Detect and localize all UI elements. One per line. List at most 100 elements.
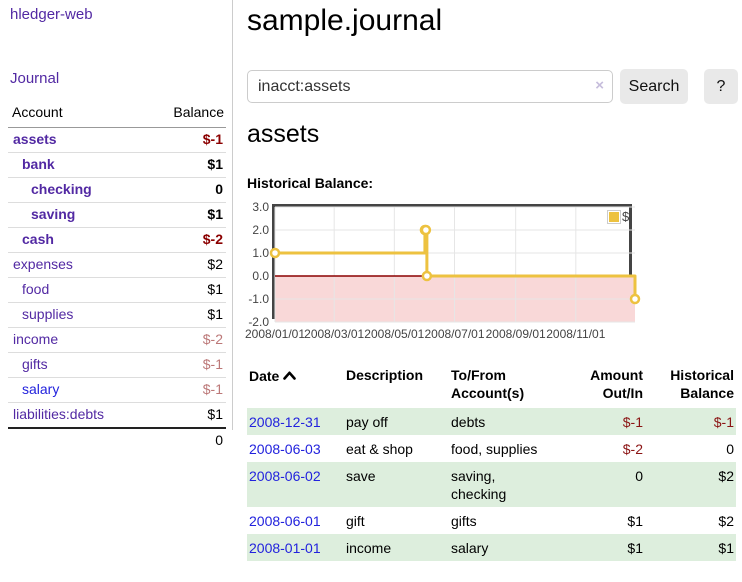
account-row: expenses $2 (8, 252, 226, 278)
account-link-expenses[interactable]: expenses (13, 256, 73, 272)
transaction-description: gift (346, 513, 365, 529)
x-axis-tick-label: 2008/11/01 (546, 327, 606, 341)
transaction-balance: $2 (718, 513, 734, 529)
account-balance: $1 (146, 302, 226, 328)
help-button[interactable]: ? (704, 69, 738, 104)
account-link-supplies[interactable]: supplies (22, 306, 74, 322)
account-link-liabilities-debts[interactable]: liabilities:debts (13, 406, 105, 422)
account-balance: $-1 (146, 352, 226, 378)
account-link-cash[interactable]: cash (22, 231, 54, 247)
transaction-row: 2008-12-31 pay off debts $-1 $-1 (247, 408, 736, 435)
x-axis-tick-label: 2008/05/01 (364, 327, 425, 341)
legend-label: $ (622, 209, 630, 224)
transaction-date-link[interactable]: 2008-06-03 (249, 441, 321, 457)
y-axis-tick-label: 0.0 (252, 269, 269, 283)
account-row: food $1 (8, 277, 226, 303)
search-form: × Search ? (247, 69, 738, 104)
accounts-balance-table: Account Balance assets $-1 bank $1 check… (8, 100, 226, 453)
account-balance: $1 (146, 152, 226, 178)
account-row: assets $-1 (8, 127, 226, 153)
legend-colorbox-icon (607, 209, 621, 224)
transaction-date-link[interactable]: 2008-06-02 (249, 468, 321, 484)
chart-title: Historical Balance: (247, 175, 374, 191)
accounts-column-header: To/From Account(s) (451, 367, 525, 401)
account-row: checking 0 (8, 177, 226, 203)
account-row: cash $-2 (8, 227, 226, 253)
account-link-checking[interactable]: checking (31, 181, 92, 197)
transaction-balance: 0 (726, 441, 734, 457)
account-balance: $1 (146, 277, 226, 303)
accounts-table-header: Account Balance (8, 100, 226, 128)
account-heading: assets (247, 120, 320, 148)
balance-column-header: Balance (146, 100, 226, 128)
x-axis-tick-label: 2008/01/01 (244, 327, 306, 341)
sidebar-nav: Journal (10, 70, 59, 87)
account-row: gifts $-1 (8, 352, 226, 378)
transaction-date-link[interactable]: 2008-12-31 (249, 414, 321, 430)
search-button[interactable]: Search (620, 69, 688, 104)
y-axis-tick-label: 3.0 (252, 200, 269, 214)
account-balance: 0 (146, 177, 226, 203)
y-axis-tick-label: 2.0 (252, 223, 269, 237)
nav-journal-link[interactable]: Journal (10, 70, 60, 87)
account-balance: $-2 (146, 327, 226, 353)
account-link-gifts[interactable]: gifts (22, 356, 48, 372)
page-title: sample.journal (247, 4, 443, 37)
transaction-amount: $-2 (622, 441, 643, 457)
search-box: × (247, 70, 613, 103)
search-input[interactable] (247, 70, 613, 103)
description-column-header: Description (346, 367, 424, 383)
chart-plot-area[interactable] (269, 204, 641, 323)
account-link-assets[interactable]: assets (13, 131, 57, 147)
transaction-amount: $1 (627, 540, 643, 556)
transaction-amount: $-1 (622, 414, 643, 430)
account-row: bank $1 (8, 152, 226, 178)
transaction-date-link[interactable]: 2008-01-01 (249, 540, 321, 556)
account-column-header: Account (8, 100, 147, 128)
clear-search-icon[interactable]: × (595, 77, 604, 94)
transaction-balance: $1 (718, 540, 734, 556)
sidebar: hledger-web Journal Account Balance asse… (0, 0, 232, 582)
transaction-accounts: salary (451, 540, 489, 556)
transaction-accounts: gifts (451, 513, 477, 529)
transaction-description: income (346, 540, 392, 556)
chart-legend: $ (607, 209, 629, 224)
transaction-accounts: saving, checking (451, 468, 507, 502)
sort-ascending-icon (283, 366, 297, 384)
accounts-total-row: 0 (8, 428, 226, 453)
y-axis-tick-label: -2.0 (248, 315, 269, 329)
account-link-saving[interactable]: saving (31, 206, 76, 222)
balance-column-header: Historical Balance (670, 367, 734, 401)
transaction-row: 2008-06-01 gift gifts $1 $2 (247, 507, 736, 534)
transaction-row: 2008-06-02 save saving, checking 0 $2 (247, 462, 736, 507)
transaction-amount: $1 (627, 513, 643, 529)
sidebar-divider (232, 0, 233, 430)
account-row: supplies $1 (8, 302, 226, 328)
y-axis-tick-label: -1.0 (248, 292, 269, 306)
account-row: saving $1 (8, 202, 226, 228)
account-balance: $-1 (146, 127, 226, 153)
x-axis-tick-label: 2008/07/01 (424, 327, 485, 341)
account-row: income $-2 (8, 327, 226, 353)
transaction-date-link[interactable]: 2008-06-01 (249, 513, 321, 529)
transaction-balance: $-1 (713, 414, 734, 430)
x-axis-tick-label: 2008/09/01 (485, 327, 546, 341)
amount-column-header: Amount Out/In (590, 367, 643, 401)
y-axis-tick-label: 1.0 (252, 246, 269, 260)
app-brand-link[interactable]: hledger-web (10, 6, 93, 23)
transaction-accounts: debts (451, 414, 486, 430)
account-link-bank[interactable]: bank (22, 156, 55, 172)
account-balance: $-1 (146, 377, 226, 403)
date-column-header[interactable]: Date (247, 363, 344, 408)
account-link-food[interactable]: food (22, 281, 50, 297)
historical-balance-chart[interactable]: $ 3.0 2.0 1.0 0.0 -1.0 -2.0 2008/01/01 2008/03/… (245, 198, 667, 348)
transaction-amount: 0 (635, 468, 643, 484)
transaction-balance: $2 (718, 468, 734, 484)
account-balance: $2 (146, 252, 226, 278)
transaction-row: 2008-06-03 eat & shop food, supplies $-2… (247, 435, 736, 462)
account-balance: $1 (146, 202, 226, 228)
accounts-total-balance: 0 (215, 432, 223, 448)
account-link-salary[interactable]: salary (22, 381, 60, 397)
account-row: salary $-1 (8, 377, 226, 403)
account-link-income[interactable]: income (13, 331, 59, 347)
